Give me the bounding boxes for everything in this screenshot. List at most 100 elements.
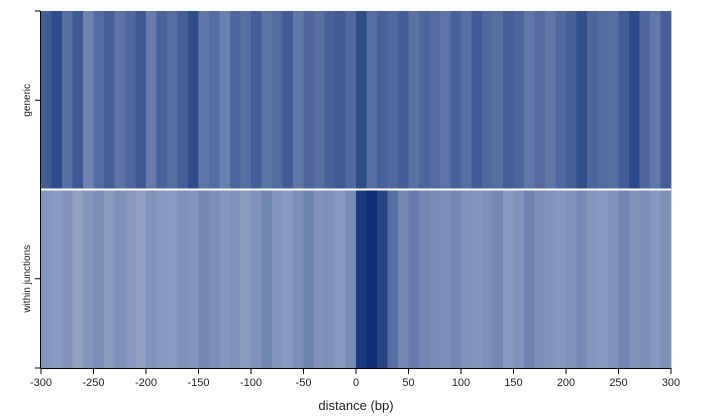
heatmap-cell — [461, 189, 472, 368]
heatmap-cell — [114, 189, 126, 368]
heatmap-cell — [41, 11, 52, 190]
heatmap-cell — [545, 189, 556, 368]
heatmap-cell — [660, 189, 672, 368]
heatmap-cell — [41, 189, 52, 368]
heatmap-cell — [135, 189, 147, 368]
heatmap-cell — [377, 189, 388, 368]
heatmap-cell — [72, 11, 84, 190]
heatmap-cell — [503, 189, 514, 368]
heatmap-cell — [125, 189, 136, 368]
heatmap-cell — [293, 11, 304, 190]
heatmap-cell — [408, 189, 420, 368]
heatmap-cell — [629, 11, 640, 190]
x-tick-label: 250 — [609, 377, 627, 389]
heatmap-cell — [650, 11, 661, 190]
heatmap-cell — [177, 11, 189, 190]
x-tick-label: -250 — [82, 377, 104, 389]
heatmap-cell — [587, 189, 598, 368]
heatmap-cell — [324, 189, 336, 368]
heatmap-cell — [555, 189, 567, 368]
heatmap-cell — [282, 11, 294, 190]
heatmap-cell — [125, 11, 136, 190]
heatmap-cell — [398, 189, 409, 368]
heatmap-cell — [188, 11, 199, 190]
heatmap-cell — [198, 189, 210, 368]
heatmap-cell — [240, 11, 252, 190]
heatmap-cell — [335, 189, 346, 368]
heatmap-cell — [513, 189, 525, 368]
row-label: generic — [22, 84, 33, 117]
heatmap-cell — [366, 11, 378, 190]
heatmap-cell — [345, 189, 357, 368]
heatmap-cell — [429, 11, 441, 190]
heatmap-cell — [492, 11, 504, 190]
heatmap-cell — [408, 11, 420, 190]
heatmap-cell — [177, 189, 189, 368]
x-tick-label: 100 — [452, 377, 470, 389]
heatmap-cell — [587, 11, 598, 190]
row-labels: generic within junctions — [22, 84, 33, 314]
x-axis-title: distance (bp) — [318, 398, 393, 413]
heatmap-cell — [282, 189, 294, 368]
heatmap-cell — [545, 11, 556, 190]
heatmap-cell — [230, 189, 241, 368]
heatmap-cell — [618, 189, 630, 368]
heatmap-cell — [576, 189, 588, 368]
heatmap-cell — [251, 189, 262, 368]
x-tick-label: -200 — [135, 377, 157, 389]
heatmap-cell — [83, 11, 94, 190]
heatmap-cell — [167, 11, 178, 190]
x-tick-label: 300 — [662, 377, 680, 389]
heatmap-cell — [597, 189, 609, 368]
heatmap-cell — [356, 189, 367, 368]
x-tick-label: -100 — [240, 377, 262, 389]
heatmap-cell — [261, 11, 273, 190]
heatmap-cell — [482, 11, 493, 190]
heatmap-cell — [156, 189, 168, 368]
heatmap-cell — [219, 11, 231, 190]
heatmap-cell — [566, 189, 577, 368]
x-tick-label: 0 — [353, 377, 359, 389]
heatmap-cell — [650, 189, 661, 368]
heatmap-cell — [450, 189, 462, 368]
heatmap-cell — [251, 11, 262, 190]
heatmap-cell — [419, 11, 430, 190]
heatmap-cell — [387, 189, 399, 368]
x-tick-label: -300 — [30, 377, 52, 389]
heatmap-cell — [660, 11, 672, 190]
heatmap-cell — [62, 11, 73, 190]
heatmap-cell — [597, 11, 609, 190]
heatmap-cell — [156, 11, 168, 190]
heatmap-cell — [209, 189, 220, 368]
heatmap-cell — [93, 189, 105, 368]
heatmap-cell — [629, 189, 640, 368]
heatmap-cell — [314, 189, 325, 368]
heatmap-cell — [135, 11, 147, 190]
x-tick-label: -150 — [187, 377, 209, 389]
heatmap-cell — [303, 11, 315, 190]
heatmap-cell — [377, 11, 388, 190]
heatmap-cell — [72, 189, 84, 368]
heatmap-cell — [429, 189, 441, 368]
heatmap-cell — [608, 11, 619, 190]
heatmap-cell — [104, 11, 115, 190]
heatmap-cell — [503, 11, 514, 190]
heatmap-cell — [293, 189, 304, 368]
heatmap-cell — [555, 11, 567, 190]
heatmap-cell — [51, 11, 63, 190]
heatmap-cell — [461, 11, 472, 190]
heatmap-cell — [356, 11, 367, 190]
heatmap-cell — [618, 11, 630, 190]
heatmap-cell — [303, 189, 315, 368]
heatmap-cell — [261, 189, 273, 368]
heatmap-cell — [608, 189, 619, 368]
heatmap-cell — [482, 189, 493, 368]
heatmap-cell — [450, 11, 462, 190]
heatmap-cell — [492, 189, 504, 368]
heatmap-cell — [104, 189, 115, 368]
heatmap-cell — [534, 11, 546, 190]
heatmap-cell — [83, 189, 94, 368]
heatmap-cell — [576, 11, 588, 190]
heatmap-cell — [198, 11, 210, 190]
heatmap-cell — [62, 189, 73, 368]
